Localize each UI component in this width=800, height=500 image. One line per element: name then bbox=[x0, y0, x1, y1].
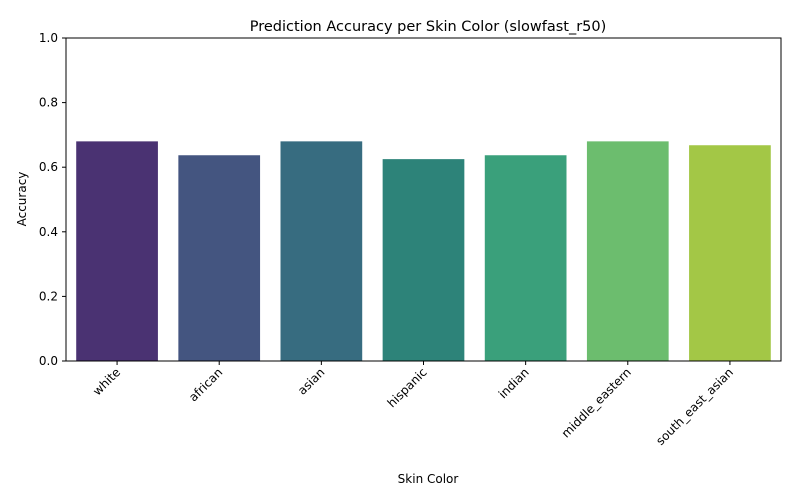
y-tick-label: 0.0 bbox=[39, 354, 58, 368]
x-tick-label: white bbox=[90, 365, 123, 398]
x-tick-label: asian bbox=[295, 365, 327, 397]
chart-title: Prediction Accuracy per Skin Color (slow… bbox=[250, 19, 607, 35]
y-tick-label: 0.8 bbox=[39, 96, 58, 110]
bar-middle_eastern bbox=[586, 141, 669, 361]
y-axis-label: Accuracy bbox=[15, 172, 29, 227]
bar-south_east_asian bbox=[689, 145, 771, 361]
y-axis-ticks: 0.0 0.2 0.4 0.6 0.8 1.0 bbox=[39, 31, 66, 368]
y-tick-label: 1.0 bbox=[39, 31, 58, 45]
bar-hispanic bbox=[382, 159, 465, 362]
x-tick-label: south_east_asian bbox=[653, 365, 736, 448]
x-tick-label: indian bbox=[496, 365, 532, 401]
bar-indian bbox=[484, 155, 567, 361]
bars-group bbox=[76, 141, 771, 362]
y-tick-label: 0.4 bbox=[39, 225, 58, 239]
bar-white bbox=[76, 141, 158, 361]
x-tick-label: hispanic bbox=[385, 365, 430, 410]
x-tick-label: african bbox=[186, 365, 225, 404]
bar-african bbox=[178, 155, 261, 361]
x-axis-ticks: white african asian hispanic indian middle_ea… bbox=[90, 361, 736, 448]
y-tick-label: 0.2 bbox=[39, 289, 58, 303]
y-tick-label: 0.6 bbox=[39, 160, 58, 174]
x-axis-label: Skin Color bbox=[398, 472, 459, 486]
bar-asian bbox=[280, 141, 363, 361]
x-tick-label: middle_eastern bbox=[559, 365, 634, 440]
